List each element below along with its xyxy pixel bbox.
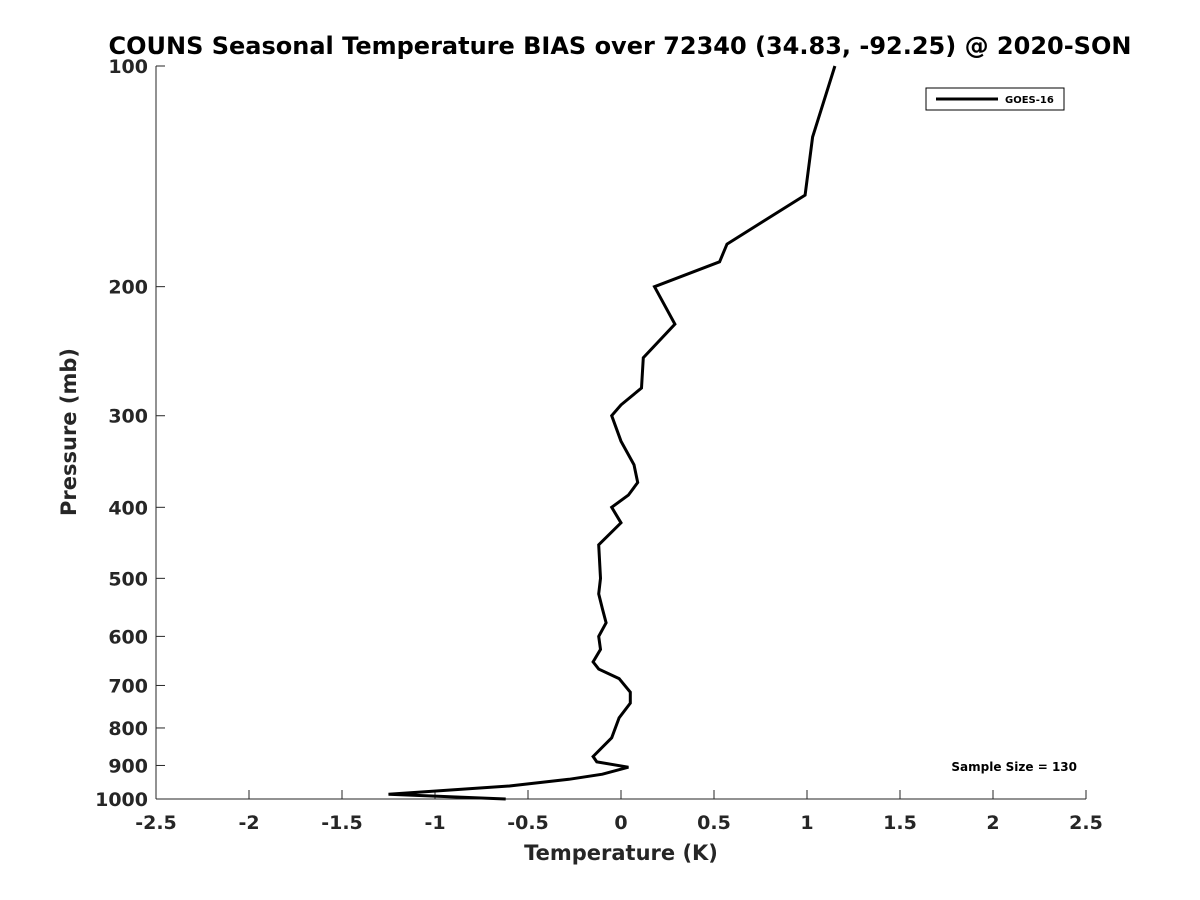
x-tick-label: 2 — [986, 812, 999, 834]
axes — [155, 66, 1086, 800]
sample-size-annotation: Sample Size = 130 — [951, 760, 1077, 774]
y-tick-label: 600 — [108, 626, 148, 648]
x-tick-label: -1.5 — [321, 812, 363, 834]
series-line-goes-16 — [388, 65, 837, 801]
series-group — [388, 65, 837, 801]
y-tick-label: 900 — [108, 755, 148, 777]
x-tick-label: 0 — [614, 812, 627, 834]
y-tick-label: 700 — [108, 675, 148, 697]
x-ticks: -2.5 -2 -1.5 -1 -0.5 0 0.5 1 1.5 2 2.5 — [135, 790, 1103, 834]
y-ticks: 100 200 300 400 500 600 700 800 900 1000 — [95, 56, 165, 811]
legend: GOES-16 — [925, 87, 1065, 111]
x-tick-label: -2 — [238, 812, 259, 834]
y-tick-label: 200 — [108, 277, 148, 299]
y-axis-label: Pressure (mb) — [57, 348, 81, 516]
x-tick-label: 1.5 — [883, 812, 917, 834]
x-tick-label: -2.5 — [135, 812, 177, 834]
y-tick-label: 500 — [108, 568, 148, 590]
legend-label: GOES-16 — [1005, 95, 1054, 106]
y-tick-label: 100 — [108, 56, 148, 78]
x-tick-label: -0.5 — [507, 812, 549, 834]
y-tick-label: 400 — [108, 497, 148, 519]
y-tick-label: 300 — [108, 406, 148, 428]
x-tick-label: 2.5 — [1069, 812, 1103, 834]
x-axis-label: Temperature (K) — [524, 841, 718, 865]
x-tick-label: 0.5 — [697, 812, 731, 834]
chart-title: COUNS Seasonal Temperature BIAS over 723… — [109, 32, 1132, 60]
x-tick-label: 1 — [800, 812, 813, 834]
y-tick-label: 800 — [108, 718, 148, 740]
y-tick-label: 1000 — [95, 789, 148, 811]
x-tick-label: -1 — [424, 812, 445, 834]
